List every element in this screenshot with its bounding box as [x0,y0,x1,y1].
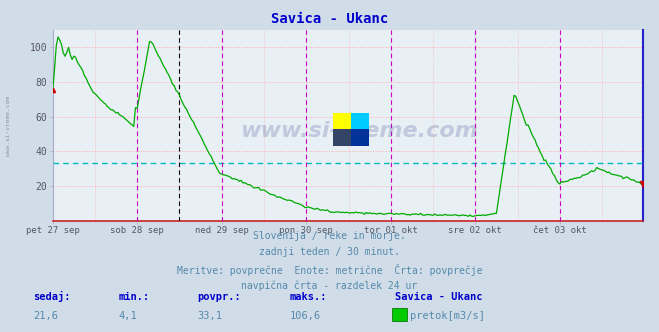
Text: sedaj:: sedaj: [33,291,71,302]
Text: min.:: min.: [119,292,150,302]
Text: Savica - Ukanc: Savica - Ukanc [395,292,483,302]
Text: 33,1: 33,1 [198,311,223,321]
Text: Meritve: povprečne  Enote: metrične  Črta: povprečje: Meritve: povprečne Enote: metrične Črta:… [177,264,482,276]
Text: www.si-vreme.com: www.si-vreme.com [6,96,11,156]
Text: zadnji teden / 30 minut.: zadnji teden / 30 minut. [259,247,400,257]
Text: maks.:: maks.: [290,292,328,302]
Text: 106,6: 106,6 [290,311,321,321]
Text: povpr.:: povpr.: [198,292,241,302]
Text: Slovenija / reke in morje.: Slovenija / reke in morje. [253,231,406,241]
Text: navpična črta - razdelek 24 ur: navpična črta - razdelek 24 ur [241,281,418,291]
Text: 4,1: 4,1 [119,311,137,321]
Text: Savica - Ukanc: Savica - Ukanc [271,12,388,26]
Text: pretok[m3/s]: pretok[m3/s] [410,311,485,321]
Text: 21,6: 21,6 [33,311,58,321]
Text: www.si-vreme.com: www.si-vreme.com [241,121,478,141]
